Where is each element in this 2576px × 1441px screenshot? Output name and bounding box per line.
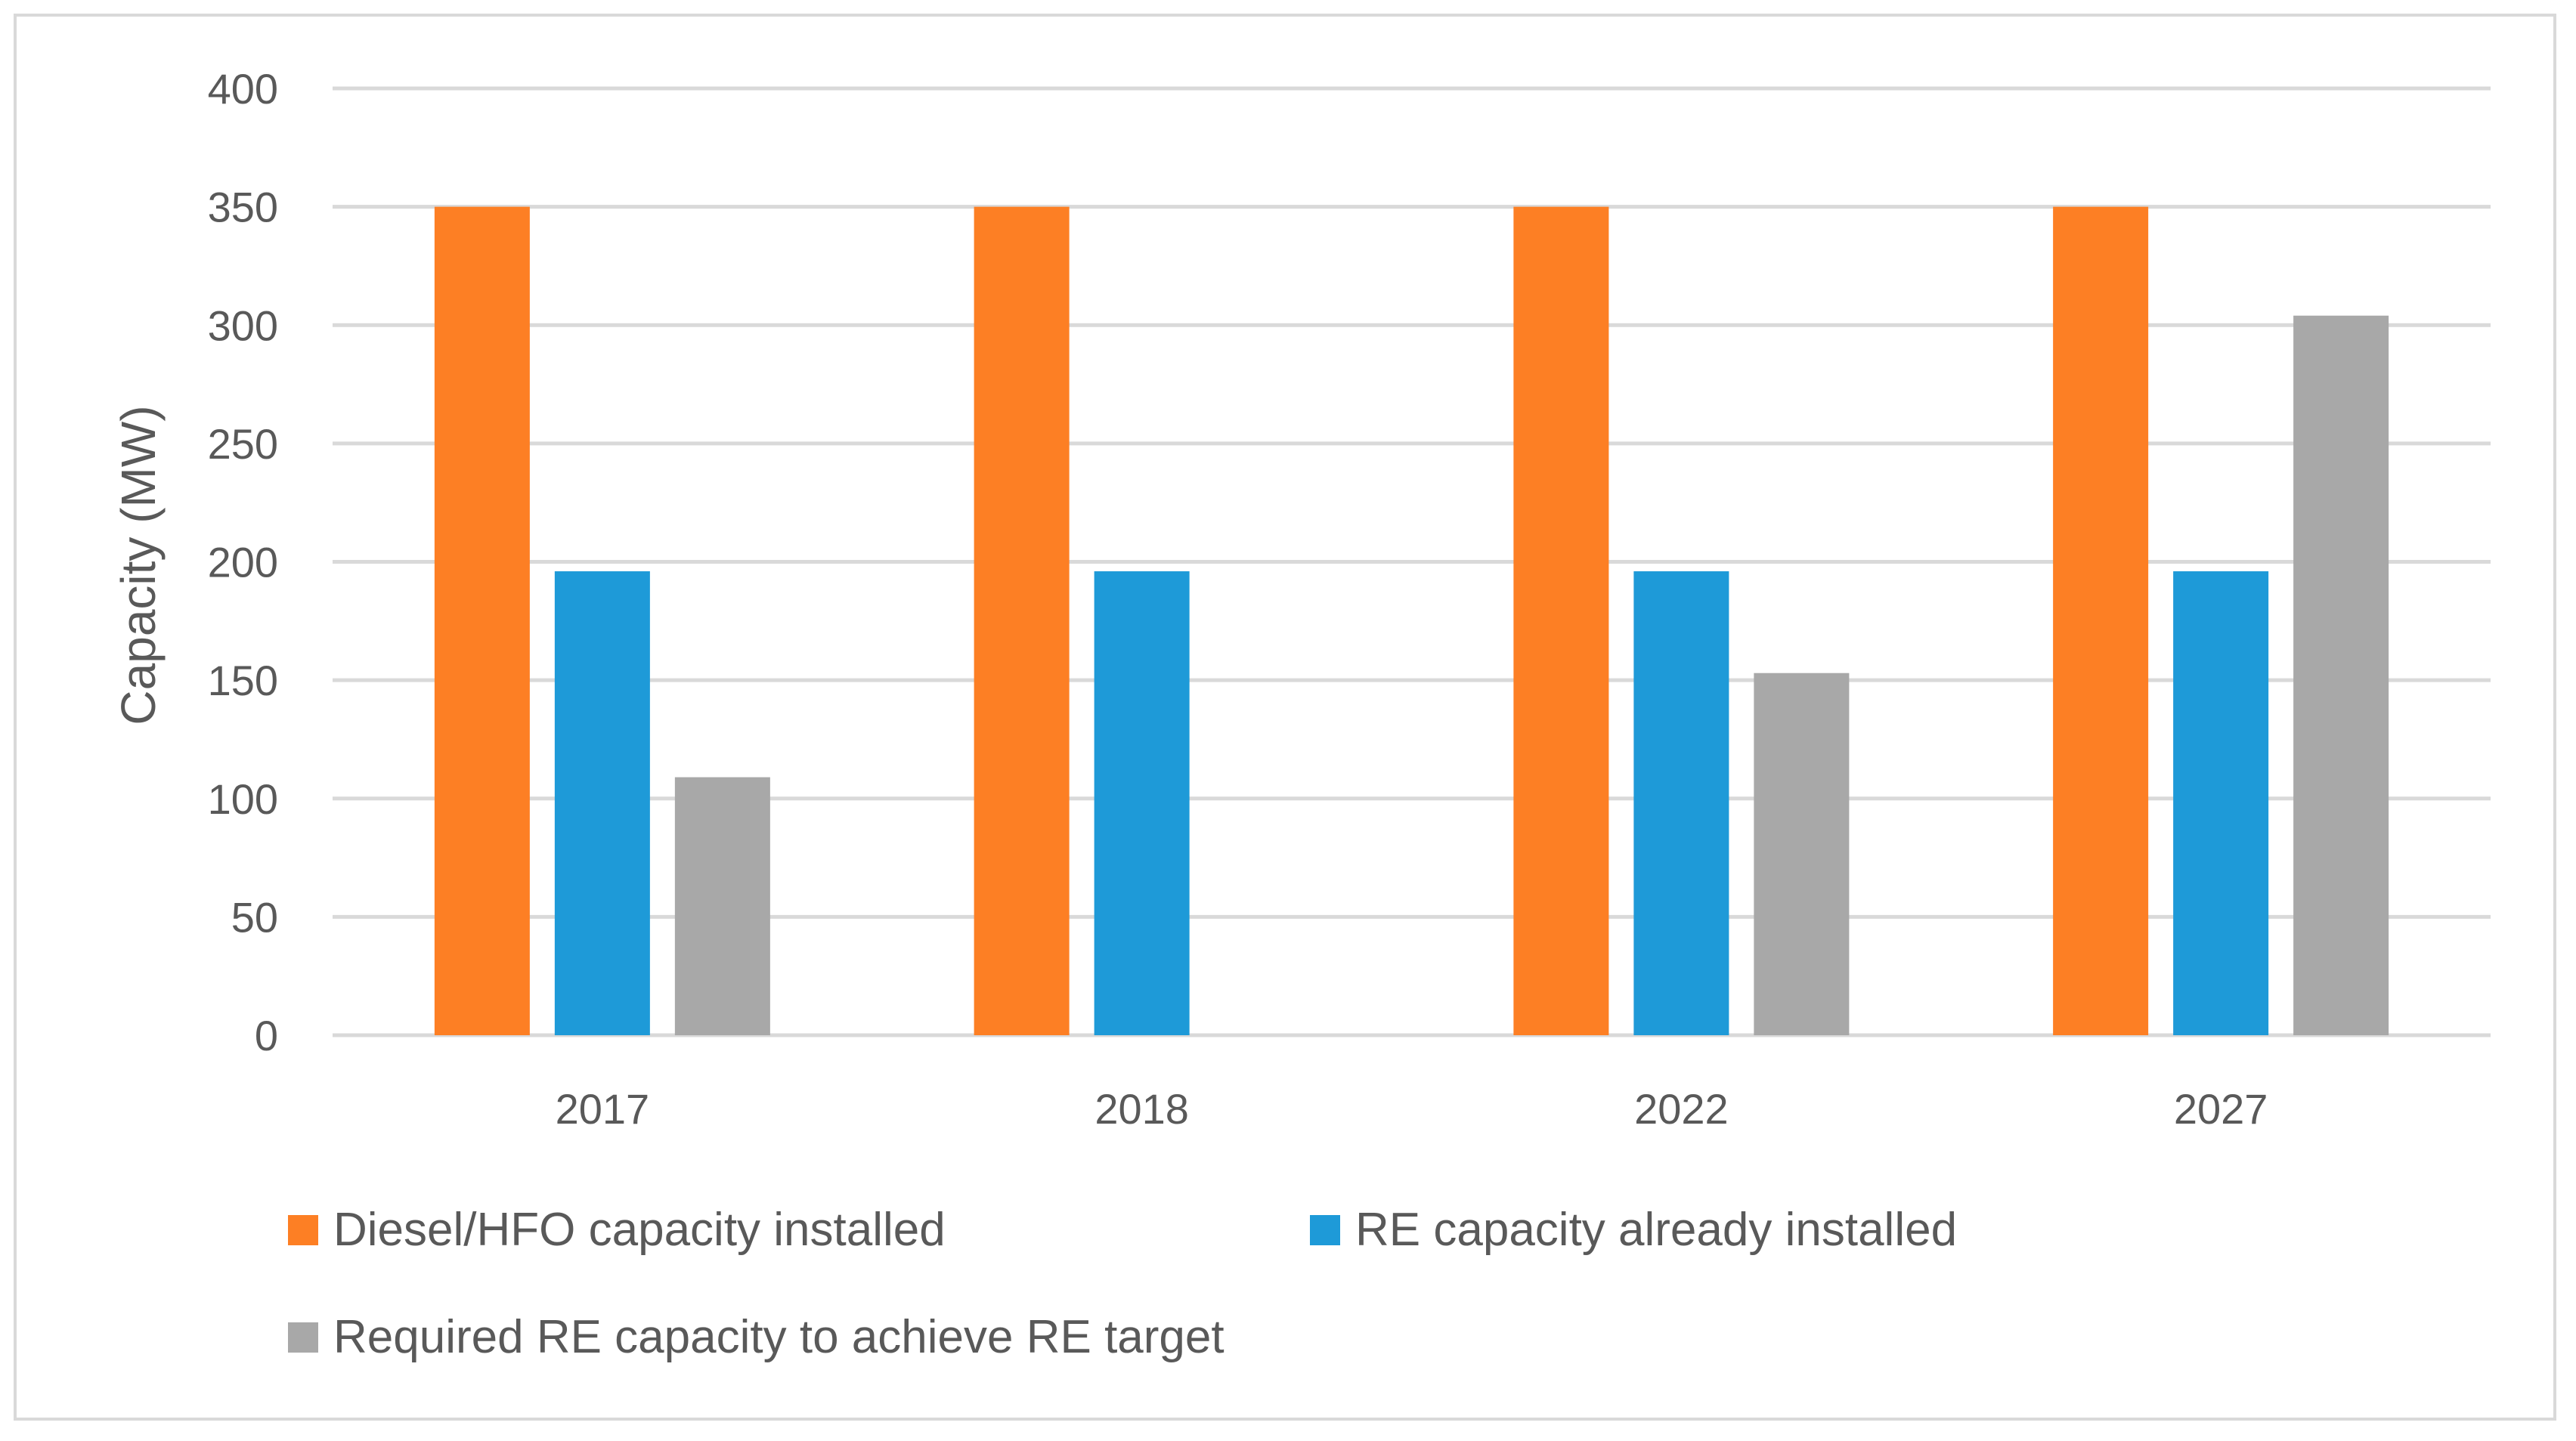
bar-2022-series-3 [1754, 673, 1850, 1035]
y-tick-label: 0 [255, 1012, 278, 1059]
x-tick-label: 2017 [556, 1085, 650, 1133]
y-tick-label: 50 [231, 893, 278, 941]
x-tick-label: 2022 [1634, 1085, 1729, 1133]
bar-2017-series-2 [554, 571, 650, 1035]
legend-swatch [1310, 1215, 1340, 1245]
bar-2027-series-1 [2053, 206, 2149, 1035]
y-axis-ticks: 0 50 100 150 200 250 300 350 400 [208, 65, 278, 1059]
bar-2017-series-3 [674, 777, 770, 1035]
legend-swatch [288, 1215, 318, 1245]
y-tick-label: 150 [208, 657, 278, 704]
legend-label: Required RE capacity to achieve RE targe… [333, 1311, 1225, 1363]
legend-label: Diesel/HFO capacity installed [333, 1204, 946, 1256]
bar-2018-series-1 [974, 206, 1070, 1035]
y-tick-label: 250 [208, 420, 278, 468]
bar-2022-series-1 [1513, 206, 1609, 1035]
legend: Diesel/HFO capacity installed RE capacity… [288, 1204, 1957, 1363]
y-axis-title: Capacity (MW) [111, 405, 166, 725]
bar-2022-series-2 [1633, 571, 1729, 1035]
y-tick-label: 100 [208, 775, 278, 823]
y-tick-label: 400 [208, 65, 278, 113]
bars [434, 206, 2389, 1036]
bar-2027-series-3 [2293, 315, 2389, 1036]
y-tick-label: 350 [208, 184, 278, 231]
legend-label: RE capacity already installed [1355, 1204, 1957, 1256]
y-tick-label: 300 [208, 301, 278, 349]
gridlines [333, 86, 2491, 1037]
bar-2017-series-1 [434, 206, 530, 1035]
bar-2027-series-2 [2173, 571, 2269, 1035]
legend-swatch [288, 1322, 318, 1353]
x-axis-ticks: 2017 2018 2022 2027 [556, 1085, 2268, 1133]
x-tick-label: 2027 [2174, 1085, 2268, 1133]
bar-2018-series-2 [1094, 571, 1190, 1035]
y-tick-label: 200 [208, 539, 278, 586]
x-tick-label: 2018 [1094, 1085, 1189, 1133]
